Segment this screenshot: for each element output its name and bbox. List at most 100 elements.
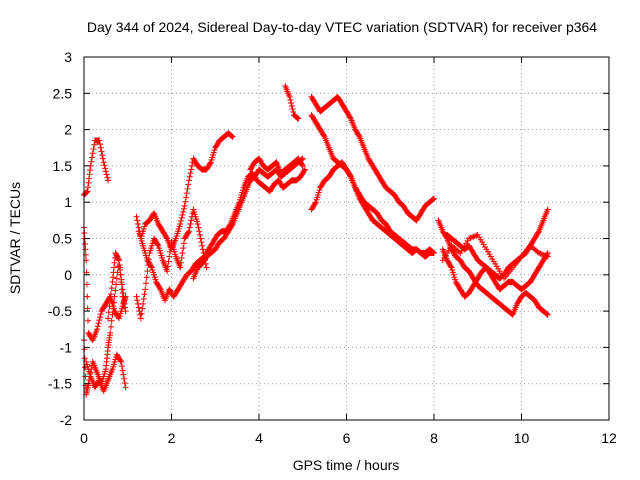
series-s12 [308,93,437,224]
data-point [293,114,300,121]
data-point [447,263,454,270]
data-point [509,311,516,318]
data-point [122,308,129,315]
data-point [186,177,192,184]
data-point [94,323,101,330]
y-tick-label: 2 [64,122,72,138]
data-point [134,217,141,224]
data-point [97,144,104,151]
data-point [98,148,105,155]
data-point [288,99,295,106]
data-point [143,274,150,281]
data-point [134,300,141,307]
data-point [94,326,101,333]
data-point [97,141,104,148]
data-point [544,206,551,213]
series-s1 [81,137,112,198]
series-s8 [135,166,308,304]
x-tick-label: 4 [255,430,263,446]
data-point [113,275,120,282]
data-point [97,311,104,318]
data-point [312,200,319,207]
data-point [144,268,151,275]
data-point [187,170,194,177]
data-point [229,133,236,140]
series-s14 [308,159,437,260]
data-point [134,220,141,227]
data-point [118,363,125,370]
data-point [113,281,120,288]
data-point [90,145,97,152]
data-point [177,217,184,224]
data-point [164,268,171,275]
data-point [107,291,114,298]
data-point [91,141,98,148]
data-point [85,317,92,324]
data-point [272,159,279,166]
data-point [347,172,354,179]
series-s11 [282,83,302,122]
data-point [82,364,89,371]
data-point [185,181,192,188]
y-tick-labels: -2 -1.5 -1 -0.5 0 0.5 1 1.5 2 2.5 3 [48,49,72,428]
data-point [107,297,114,304]
y-tick-label: 1.5 [53,158,73,174]
data-series [81,83,551,398]
data-point [107,329,114,336]
data-point [111,259,118,266]
data-point [207,160,214,167]
x-tick-labels: 0 2 4 6 8 10 12 [80,430,617,446]
data-point [179,211,186,218]
data-point [156,285,163,292]
data-point [118,281,125,288]
x-tick-label: 6 [343,430,351,446]
data-point [100,159,107,166]
data-point [196,231,203,238]
data-point [89,150,96,157]
data-point [139,305,146,312]
data-point [105,309,112,316]
data-point [81,355,88,362]
data-point [544,311,551,318]
data-point [183,190,190,197]
data-point [185,229,192,236]
data-point [195,224,202,231]
data-point [301,166,308,173]
data-point [544,311,551,318]
data-point [470,233,477,240]
series-s15 [435,217,551,318]
data-point [179,250,186,257]
series-s6 [133,130,236,253]
data-point [103,171,110,178]
data-point [164,263,171,270]
data-point [290,109,297,116]
data-point [104,174,111,181]
data-point [154,241,161,248]
data-point [86,171,93,178]
data-point [178,214,185,221]
data-point [110,299,117,306]
data-point [110,264,117,271]
data-point [99,155,106,162]
data-point [471,233,478,240]
data-point [188,217,195,224]
data-point [178,254,185,261]
data-point [102,165,109,172]
data-point [85,179,92,186]
data-point [121,380,128,387]
x-tick-label: 10 [514,430,530,446]
data-point [96,137,103,144]
data-point [84,188,91,195]
data-point [133,213,140,220]
data-point [116,257,122,264]
x-axis-title: GPS time / hours [293,457,400,473]
data-point [119,286,126,293]
data-point [121,297,128,304]
data-point [110,269,117,276]
x-tick-label: 0 [80,430,88,446]
data-point [109,311,116,318]
data-point [108,317,115,324]
data-point [295,115,302,122]
series-s16 [439,246,551,300]
